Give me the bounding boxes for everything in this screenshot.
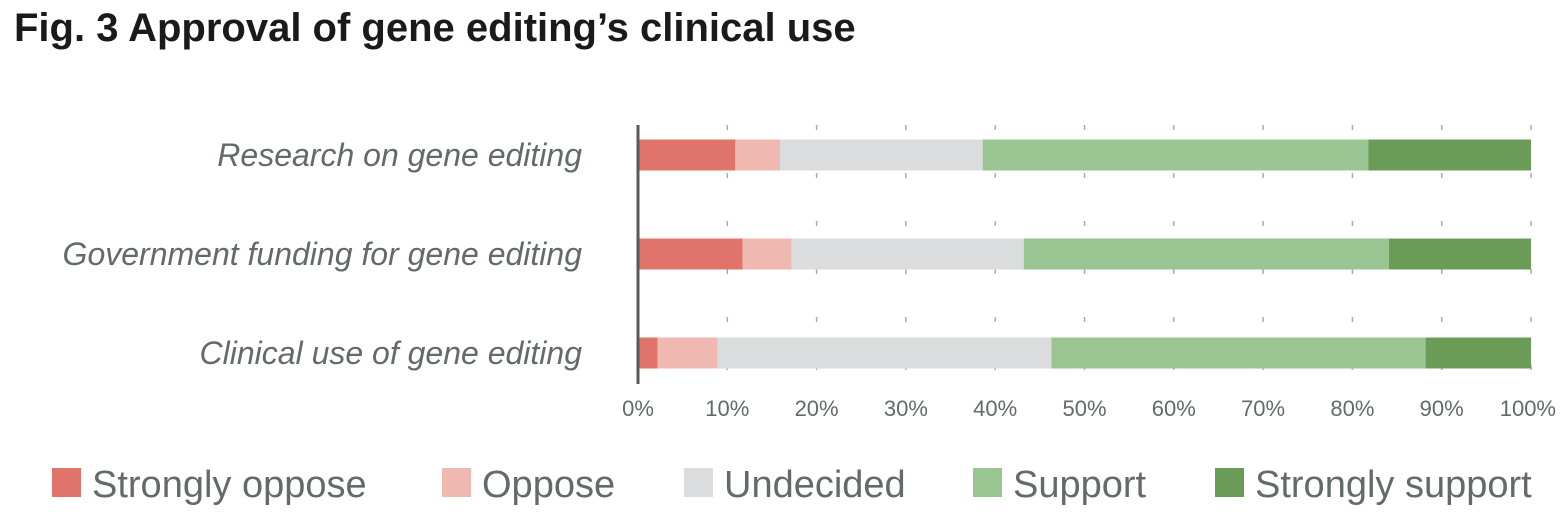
bar-segment (1051, 337, 1426, 369)
legend-item: Undecided (684, 464, 906, 506)
legend-label: Strongly oppose (92, 464, 367, 506)
bar-segment (1023, 238, 1390, 270)
legend-item: Oppose (442, 464, 615, 506)
x-tick-labels: 0% 10% 20% 30% 40% 50% 60% 70% 80% 90% 100% (622, 396, 1556, 421)
bar-segment (638, 139, 736, 171)
legend-swatch (442, 468, 471, 497)
legend-item: Strongly oppose (52, 464, 367, 506)
legend-swatch (1215, 468, 1244, 497)
category-label: Clinical use of gene editing (200, 335, 583, 371)
bar-segment (735, 139, 780, 171)
bar-segment (791, 238, 1024, 270)
legend-label: Undecided (724, 464, 906, 506)
x-tick-label: 80% (1330, 396, 1374, 421)
bar-segment (982, 139, 1369, 171)
legend-item: Strongly support (1215, 464, 1532, 506)
legend-item: Support (973, 464, 1147, 506)
chart-title: Fig. 3 Approval of gene editing’s clinic… (14, 6, 856, 50)
legend-label: Support (1013, 464, 1147, 506)
bar-segment (657, 337, 718, 369)
bar-segment (742, 238, 792, 270)
bars (638, 139, 1531, 369)
x-tick-label: 10% (705, 396, 749, 421)
x-tick-label: 100% (1500, 396, 1556, 421)
x-tick-label: 90% (1420, 396, 1464, 421)
x-tick-label: 40% (973, 396, 1017, 421)
category-labels: Research on gene editing Government fundi… (63, 137, 583, 371)
x-tick-label: 0% (622, 396, 654, 421)
bar-segment (779, 139, 983, 171)
x-tick-label: 30% (884, 396, 928, 421)
legend-swatch (52, 468, 81, 497)
category-label: Government funding for gene editing (63, 236, 583, 272)
x-tick-label: 20% (795, 396, 839, 421)
x-tick-label: 50% (1062, 396, 1106, 421)
bar-segment (638, 238, 743, 270)
bar-segment (717, 337, 1052, 369)
legend-label: Oppose (482, 464, 615, 506)
legend: Strongly oppose Oppose Undecided Support Str… (52, 464, 1532, 506)
legend-swatch (684, 468, 713, 497)
category-label: Research on gene editing (217, 137, 582, 173)
bar-segment (1425, 337, 1531, 369)
bar-segment (638, 337, 658, 369)
legend-swatch (973, 468, 1002, 497)
legend-label: Strongly support (1255, 464, 1532, 506)
x-tick-label: 60% (1152, 396, 1196, 421)
bar-segment (1389, 238, 1531, 270)
x-tick-label: 70% (1241, 396, 1285, 421)
bar-segment (1368, 139, 1531, 171)
